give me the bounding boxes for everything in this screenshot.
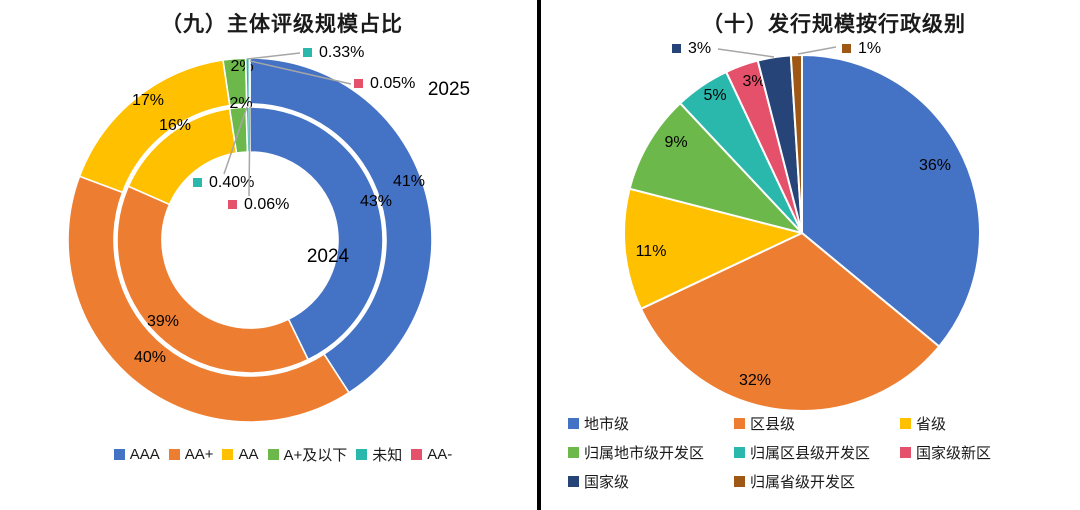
admin-legend-item: 省级: [900, 413, 1066, 434]
rating-share-chart-panel: （九）主体评级规模占比 41% 40% 17% 2% 2025 43% 39% 16% 2% 20…: [0, 13, 540, 465]
left-chart-title: （九）主体评级规模占比: [161, 13, 403, 36]
legend-label: 归属地市级开发区: [584, 445, 705, 462]
admin-legend-item: 区县级: [734, 413, 900, 434]
admin-level-legend: 地市级 区县级 省级归属地市级开发区 归属区县级开发区 国家级新区国家级 归属省级开发区: [568, 413, 1066, 492]
legend-swatch: [734, 418, 745, 429]
slice-label: 41%: [393, 173, 425, 190]
admin-legend-item: 地市级: [568, 413, 734, 434]
panel-divider-line: [537, 0, 541, 510]
slice-label: 3%: [742, 73, 765, 90]
admin-legend-item: 国家级: [568, 471, 734, 492]
rating-legend-item: A+及以下: [267, 444, 348, 465]
legend-swatch: [222, 449, 234, 460]
callout-label: 0.06%: [244, 196, 289, 213]
slice-label: 11%: [636, 243, 667, 260]
donut-2025-segment-AAA: [249, 57, 433, 394]
callout-leader-line: [248, 106, 251, 197]
pie-segment-省级: [623, 187, 803, 310]
slice-label: 16%: [159, 117, 191, 134]
pie-segment-归属地市级开发区: [628, 102, 803, 234]
ring-year-label: 2025: [428, 79, 470, 100]
callout-label: 0.33%: [319, 44, 364, 61]
callout-leader-line: [223, 106, 248, 175]
callout-swatch: [354, 79, 363, 88]
legend-label: 国家级新区: [916, 445, 992, 462]
legend-label: A+及以下: [283, 447, 348, 464]
legend-swatch: [568, 476, 579, 487]
donut-2024-segment-AA+: [116, 185, 309, 374]
slice-label: 43%: [360, 193, 392, 210]
legend-label: 地市级: [584, 416, 630, 433]
slice-label: 39%: [147, 313, 179, 330]
rating-legend-item: 未知: [356, 444, 402, 465]
callout-label: 1%: [858, 40, 881, 57]
legend-label: 国家级: [584, 474, 630, 491]
legend-swatch: [734, 447, 745, 458]
callout-leader-line: [246, 52, 301, 60]
legend-label: AAA: [129, 446, 160, 463]
legend-swatch: [168, 449, 180, 460]
slice-label: 36%: [919, 157, 951, 174]
slice-label: 9%: [664, 134, 687, 151]
slice-label: 5%: [703, 87, 726, 104]
legend-swatch: [568, 447, 579, 458]
callout-label: 0.05%: [370, 75, 415, 92]
admin-level-chart-panel: （十）发行规模按行政级别 36% 32% 11% 9% 5% 3% 3% 1% 地市级 区县级 省…: [540, 0, 1080, 510]
legend-swatch: [734, 476, 745, 487]
callout-label: 0.40%: [209, 174, 254, 191]
callout-swatch: [672, 44, 681, 53]
admin-level-pie-chart: 36% 32% 11% 9% 5% 3% 3% 1%: [623, 40, 981, 412]
admin-legend-item: 归属区县级开发区: [734, 442, 900, 463]
callout-leader-line: [717, 48, 775, 58]
right-chart-title: （十）发行规模按行政级别: [702, 13, 966, 36]
ring-year-label: 2024: [307, 246, 350, 267]
legend-label: AA-: [427, 446, 453, 463]
rating-legend-item: AA: [222, 444, 259, 465]
rating-legend: AAA AA+ AA A+及以下 未知 AA-: [0, 444, 540, 465]
legend-label: 归属区县级开发区: [750, 445, 871, 462]
callout-swatch: [193, 178, 202, 187]
admin-legend-item: 归属省级开发区: [734, 471, 900, 492]
slice-label: 40%: [134, 349, 166, 366]
legend-swatch: [900, 418, 911, 429]
legend-swatch: [267, 449, 279, 460]
donut-2024-segment-AAA: [249, 106, 384, 361]
slice-label: 32%: [739, 372, 771, 389]
legend-swatch: [411, 449, 423, 460]
donut-2025-segment-AA+: [67, 175, 350, 423]
rating-legend-item: AA-: [411, 444, 452, 465]
pie-segment-归属省级开发区: [789, 54, 803, 234]
callout-leader-line: [249, 60, 352, 85]
legend-label: AA: [238, 446, 259, 463]
callout-swatch: [228, 200, 237, 209]
callout-leader-line: [797, 46, 837, 55]
legend-label: AA+: [184, 446, 214, 463]
callout-swatch: [842, 44, 851, 53]
legend-label: 归属省级开发区: [750, 474, 856, 491]
slice-label: 17%: [132, 92, 164, 109]
rating-donut-chart: 41%40%17%2%202543%39%16%2%20240.33%0.05%…: [67, 44, 470, 423]
legend-label: 省级: [916, 416, 947, 433]
rating-legend-item: AAA: [113, 444, 160, 465]
legend-swatch: [900, 447, 911, 458]
admin-legend-item: 国家级新区: [900, 442, 1066, 463]
callout-swatch: [303, 48, 312, 57]
legend-swatch: [356, 449, 368, 460]
rating-legend-item: AA+: [168, 444, 214, 465]
callout-label: 3%: [688, 40, 711, 57]
legend-label: 区县级: [750, 416, 796, 433]
admin-legend-item: 归属地市级开发区: [568, 442, 734, 463]
legend-label: 未知: [372, 447, 403, 464]
legend-swatch: [568, 418, 579, 429]
pie-segment-地市级: [801, 54, 981, 348]
legend-swatch: [113, 449, 125, 460]
pie-segment-区县级: [639, 232, 941, 412]
